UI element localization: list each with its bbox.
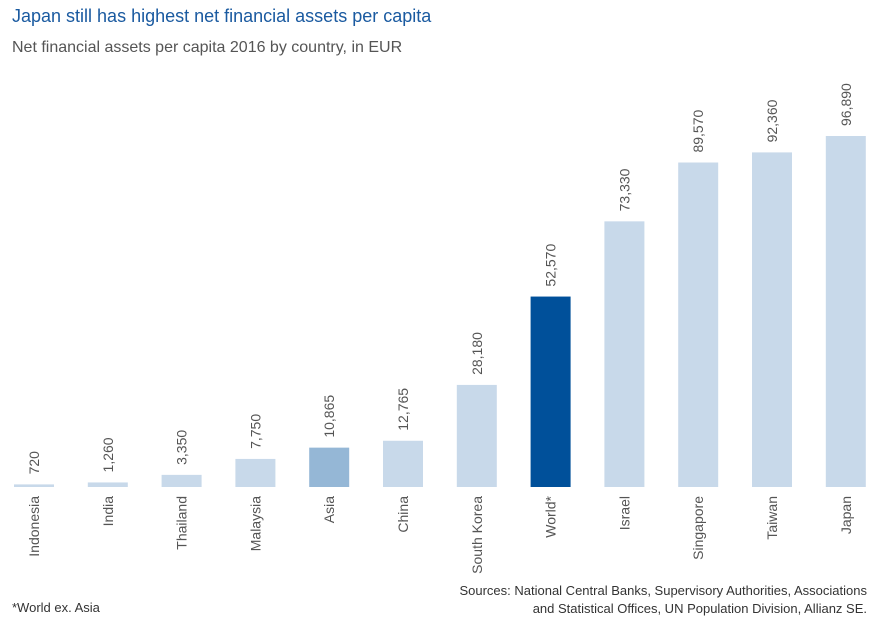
bar-malaysia: [235, 458, 276, 487]
value-label: 73,330: [616, 168, 632, 211]
value-label: 7,750: [247, 414, 263, 449]
bar-japan: [825, 136, 866, 487]
category-label: Indonesia: [26, 496, 42, 557]
bar-singapore: [678, 162, 719, 487]
value-label: 96,890: [838, 83, 854, 126]
category-label: Singapore: [690, 496, 706, 560]
value-label: 720: [26, 451, 42, 475]
value-label: 52,570: [543, 244, 559, 287]
category-label: Thailand: [174, 496, 190, 550]
footnote: *World ex. Asia: [12, 600, 100, 615]
value-label: 28,180: [469, 332, 485, 375]
value-label: 89,570: [690, 109, 706, 152]
bar-thailand: [161, 474, 202, 487]
category-label: India: [100, 496, 116, 527]
bar-asia: [309, 447, 350, 487]
bar-indonesia: [14, 484, 54, 487]
chart-title: Japan still has highest net financial as…: [12, 6, 432, 26]
category-label: Israel: [616, 496, 632, 530]
bar-china: [383, 440, 423, 487]
sources-note: Sources: National Central Banks, Supervi…: [459, 583, 867, 616]
bar-south-korea: [456, 384, 497, 487]
bar-israel: [604, 221, 645, 488]
bar-taiwan: [752, 152, 792, 487]
category-label: Japan: [838, 496, 854, 534]
category-label: South Korea: [469, 496, 485, 574]
category-label: Malaysia: [247, 496, 263, 551]
chart-subtitle: Net financial assets per capita 2016 by …: [12, 39, 403, 56]
category-label: World*: [543, 495, 559, 537]
bar-india: [87, 482, 128, 487]
value-label: 12,765: [395, 388, 411, 431]
value-label: 3,350: [174, 430, 190, 465]
value-label: 10,865: [321, 395, 337, 438]
category-label: China: [395, 496, 411, 533]
category-label: Taiwan: [764, 496, 780, 540]
bar-world: [530, 296, 571, 487]
value-label: 1,260: [100, 437, 116, 472]
value-label: 92,360: [764, 99, 780, 142]
category-label: Asia: [321, 496, 337, 523]
